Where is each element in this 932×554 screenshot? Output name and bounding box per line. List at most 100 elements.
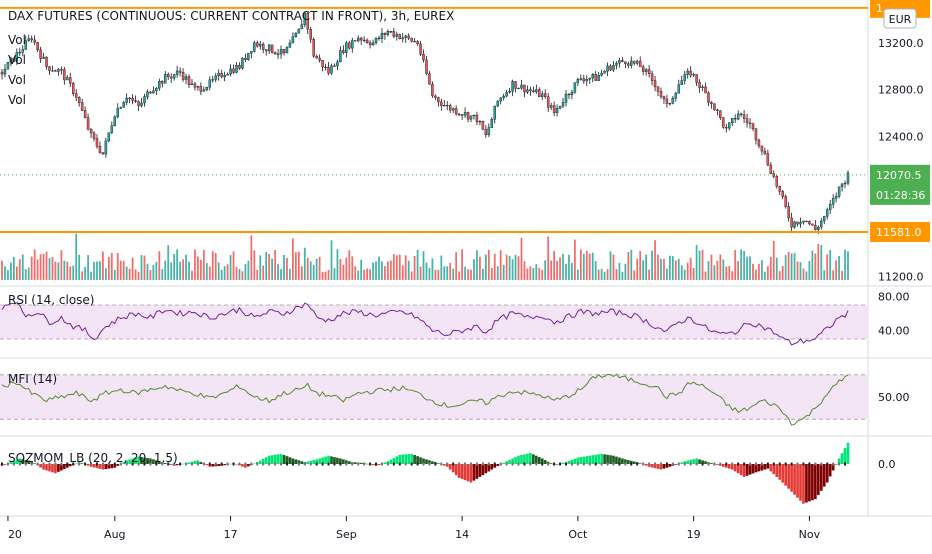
sqzmom-bar <box>15 459 19 464</box>
volume-bar <box>66 261 69 280</box>
price-axis[interactable]: 13200.0 12800.0 12400.0 11200.0 80.00 40.00 50… <box>878 37 924 471</box>
price-candles <box>0 12 850 234</box>
volume-bar <box>265 252 268 280</box>
candle-body <box>300 24 304 30</box>
candle-body <box>695 74 698 83</box>
volume-bar <box>746 256 748 280</box>
sqzmom-bar <box>629 460 633 464</box>
volume-bar <box>360 259 363 280</box>
last-price-tag <box>870 164 930 205</box>
sqzmom-bar <box>146 458 149 464</box>
sqzmom-bar <box>831 464 835 471</box>
sqzmom-dot <box>1 462 3 466</box>
sqzmom-bar <box>537 457 541 464</box>
volume-bar <box>713 265 716 280</box>
sqzmom-bar <box>128 459 131 464</box>
sqzmom-dot <box>535 462 538 466</box>
volume-bar <box>841 270 843 280</box>
candle-body <box>155 87 158 92</box>
sqzmom-dot <box>315 462 318 466</box>
sqzmom-bar <box>722 464 725 467</box>
sqzmom-bar <box>267 455 271 464</box>
sqzmom-bar <box>745 464 749 476</box>
candle-body <box>208 79 212 88</box>
currency-button[interactable] <box>883 8 917 29</box>
candle-body <box>342 50 345 53</box>
sqzmom-bar <box>579 457 583 464</box>
candle-body <box>386 31 390 35</box>
sqzmom-bar <box>825 464 829 483</box>
volume-bar <box>588 253 591 280</box>
candle-body <box>196 86 200 88</box>
volume-bar <box>722 259 725 280</box>
volume-bar <box>21 254 24 280</box>
candle-body <box>392 31 396 37</box>
sqzmom-bar <box>582 456 586 464</box>
sqzmom-dot <box>683 462 686 466</box>
candle-body <box>825 209 829 217</box>
sqzmom-bar <box>294 459 298 464</box>
sqzmom-bar <box>425 459 428 464</box>
sqzmom-bar <box>419 457 422 464</box>
volume-bar <box>143 255 146 280</box>
sqzmom-dot <box>54 462 57 466</box>
candle-body <box>134 100 137 102</box>
sqzmom-dot <box>493 462 496 466</box>
volume-bar <box>333 268 336 280</box>
sqzmom-bar <box>668 464 672 467</box>
volume-bar <box>39 254 42 280</box>
candle-body <box>95 138 99 147</box>
volume-bar <box>847 251 849 280</box>
volume-bar <box>241 271 244 280</box>
sqzmom-bar <box>585 456 589 464</box>
candle-body <box>567 93 571 96</box>
sqzmom-dot <box>713 462 716 466</box>
candle-body <box>146 91 149 97</box>
sqzmom-bar <box>401 454 405 464</box>
candle-body <box>769 164 773 174</box>
sqzmom-bar <box>442 464 446 466</box>
rsi-tick-label: 40.00 <box>878 325 910 338</box>
candle-body <box>760 145 764 152</box>
volume-bar <box>686 262 689 280</box>
volume-bar <box>262 265 265 280</box>
volume-bar <box>749 256 751 280</box>
sqzmom-bar <box>143 457 146 464</box>
volume-bar <box>256 269 259 280</box>
volume-bar <box>562 253 564 280</box>
candle-body <box>27 38 30 41</box>
candle-body <box>69 77 72 84</box>
volume-bar <box>366 268 368 280</box>
sqzmom-bar <box>543 460 547 464</box>
candle-body <box>538 89 541 97</box>
sqzmom-bar <box>534 455 538 464</box>
volume-bar <box>799 262 802 280</box>
volume-bar <box>612 254 615 280</box>
volume-bar <box>327 269 330 280</box>
sqzmom-bar <box>472 464 476 481</box>
sqzmom-dot <box>464 462 467 466</box>
sqzmom-bar <box>205 464 209 466</box>
candle-body <box>30 38 33 41</box>
sqzmom-dot <box>517 462 520 466</box>
sqzmom-dot <box>196 462 199 466</box>
sqzmom-dot <box>826 462 829 466</box>
volume-bar <box>90 271 92 280</box>
sqzmom-bar <box>140 457 143 464</box>
volume-bar <box>348 250 351 280</box>
top-line-tag-label: 1 <box>876 2 883 15</box>
volume-bar <box>464 266 466 280</box>
sqzmom-dot <box>18 462 21 466</box>
volume-bar <box>487 249 490 280</box>
sqzmom-dot <box>612 462 615 466</box>
sqzmom-bar <box>389 459 393 464</box>
sqzmom-bar <box>60 464 63 471</box>
candle-body <box>276 53 280 55</box>
sqzmom-dot <box>410 462 413 466</box>
price-tick-label: 11200.0 <box>878 271 924 284</box>
volume-bar <box>710 254 713 280</box>
time-axis[interactable]: 20 Aug 17 Sep 14 Oct 19 Nov <box>7 516 821 541</box>
candle-body <box>324 66 327 69</box>
volume-bar <box>431 258 434 280</box>
